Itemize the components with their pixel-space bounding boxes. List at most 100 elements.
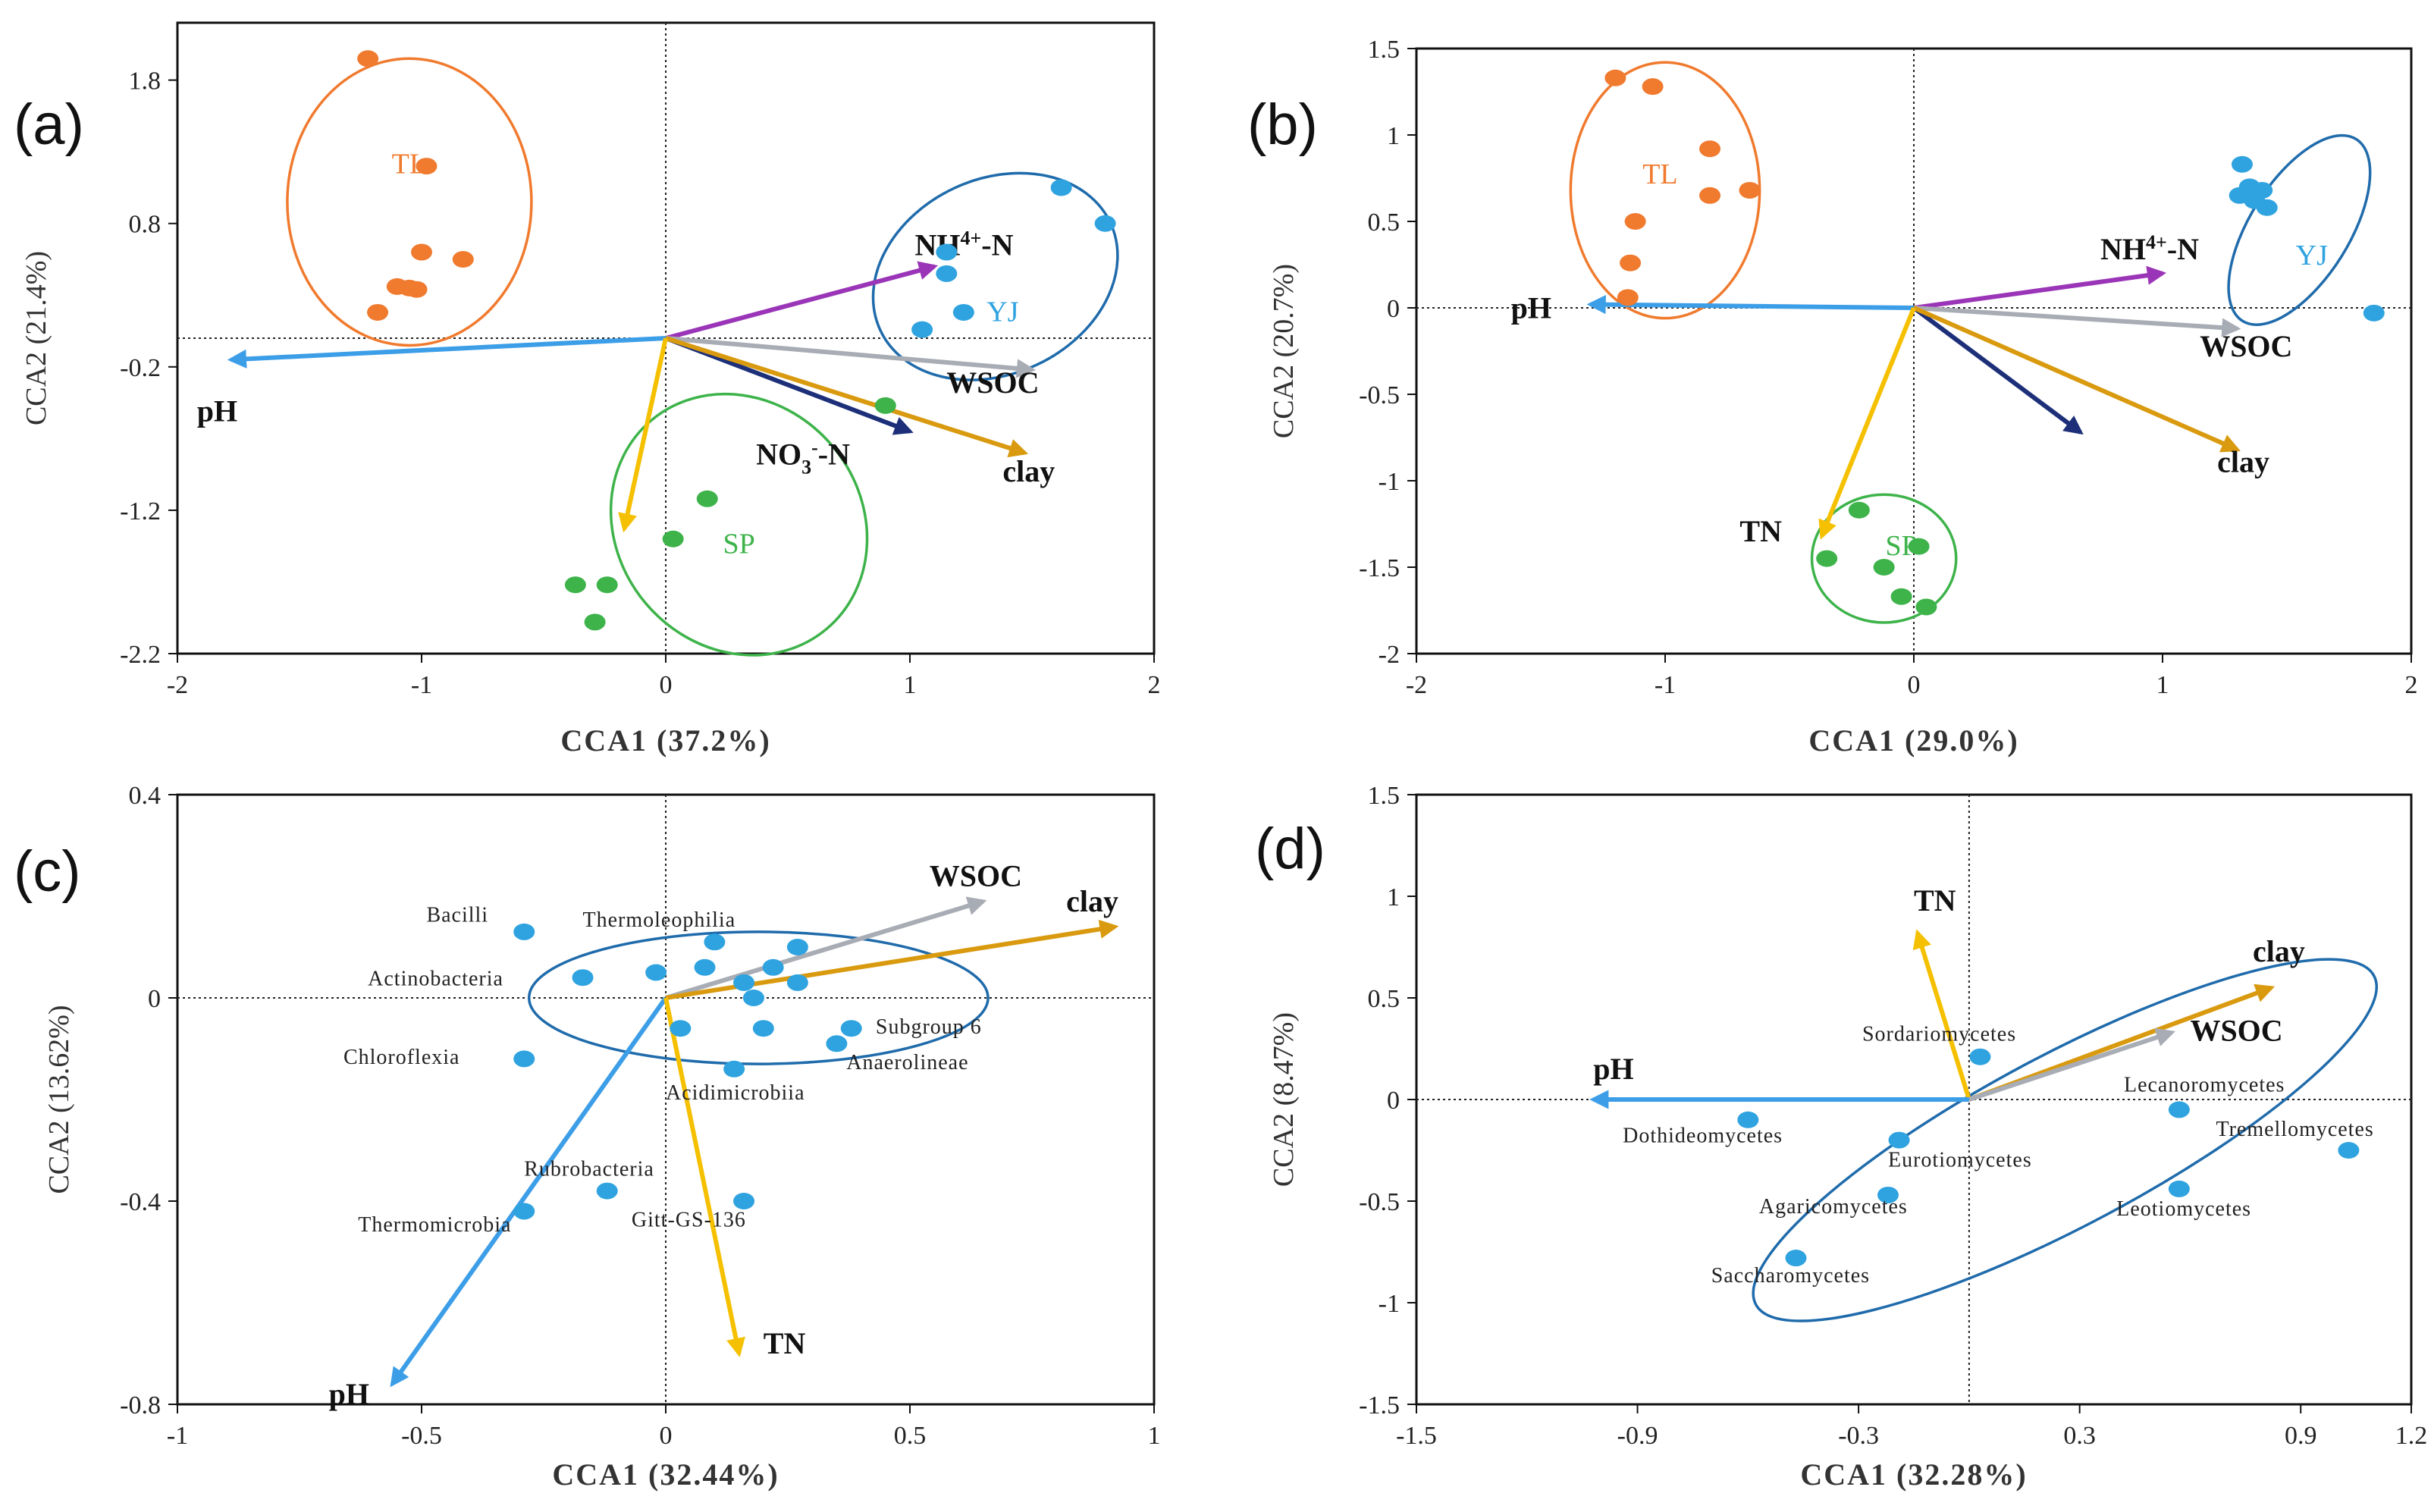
x-tick-label: 0.5 bbox=[894, 1422, 927, 1450]
data-point bbox=[411, 243, 432, 261]
vector-arrow-clay bbox=[665, 919, 1119, 1000]
data-point bbox=[406, 281, 428, 298]
x-tick-label: -0.9 bbox=[1617, 1422, 1658, 1450]
point-label: Thermoleophilia bbox=[583, 908, 736, 932]
x-axis-title: CCA1 (32.44%) bbox=[552, 1457, 779, 1492]
data-point bbox=[752, 1020, 774, 1037]
vector-label: pH bbox=[197, 394, 237, 428]
x-tick-label: 1 bbox=[1148, 1422, 1161, 1450]
y-tick-label: -2 bbox=[1379, 641, 1400, 669]
data-point bbox=[2231, 155, 2253, 173]
data-point bbox=[572, 969, 594, 987]
data-point bbox=[513, 1203, 535, 1220]
data-point bbox=[696, 490, 718, 507]
point-label: Lecanoromycetes bbox=[2124, 1073, 2285, 1096]
point-label: Dothideomycetes bbox=[1623, 1124, 1783, 1147]
y-tick-label: -0.2 bbox=[120, 354, 161, 382]
data-point bbox=[786, 974, 808, 991]
panel-label: (b) bbox=[1247, 93, 1318, 157]
x-tick-label: 0 bbox=[660, 1422, 673, 1450]
vector-label: pH bbox=[329, 1377, 369, 1411]
y-tick-label: 0 bbox=[1387, 295, 1400, 323]
data-point bbox=[1873, 559, 1895, 576]
x-tick-label: -1 bbox=[1655, 671, 1676, 699]
data-point bbox=[1848, 501, 1870, 519]
y-axis-title: CCA2 (8.47%) bbox=[1268, 1012, 1300, 1187]
x-tick-label: 2 bbox=[1148, 671, 1161, 699]
data-point bbox=[723, 1060, 745, 1078]
data-point bbox=[1642, 78, 1664, 96]
data-point bbox=[762, 958, 784, 976]
data-point bbox=[1604, 69, 1626, 86]
data-point bbox=[1890, 588, 1912, 605]
group-label: SP bbox=[1885, 530, 1917, 562]
vector-arrow-nh4-n bbox=[1913, 265, 2166, 310]
vector-label: clay bbox=[2253, 934, 2305, 968]
x-tick-label: 1 bbox=[2156, 671, 2169, 699]
group-ellipse bbox=[286, 57, 533, 347]
vector-arrow-tn bbox=[1818, 306, 1916, 540]
vector-arrow-ph bbox=[390, 996, 668, 1388]
vector-label: pH bbox=[1593, 1052, 1633, 1086]
point-label: Subgroup 6 bbox=[876, 1015, 982, 1039]
y-axis-title: CCA2 (13.62%) bbox=[43, 1005, 75, 1194]
panel-b: -2 -1 0 1 2 1.5 1 0.5 0 -0.5 -1 -1.5 -2 CCA1 (29.0%) C… bbox=[1247, 36, 2418, 758]
y-tick-label: 0 bbox=[148, 985, 161, 1013]
group-ellipse bbox=[1752, 958, 2378, 1322]
data-point bbox=[2168, 1180, 2190, 1197]
y-tick-label: -1.2 bbox=[120, 497, 161, 525]
point-label: Acidimicrobiia bbox=[666, 1081, 805, 1105]
data-point bbox=[1624, 213, 1646, 230]
vector-arrow-nh4-n bbox=[665, 261, 939, 340]
x-tick-label: -2 bbox=[167, 671, 188, 699]
point-label: Chloroflexia bbox=[343, 1046, 460, 1069]
data-point bbox=[357, 50, 379, 67]
point-label: Thermomicrobia bbox=[358, 1213, 511, 1237]
vector-arrow-ph bbox=[1586, 295, 1915, 315]
x-tick-label: -2 bbox=[1406, 671, 1427, 699]
data-point bbox=[1620, 254, 1642, 271]
data-point bbox=[874, 397, 896, 414]
x-tick-label: -0.3 bbox=[1838, 1422, 1879, 1450]
vector-arrow-wsoc bbox=[1968, 1027, 2175, 1102]
vector-arrow-wsoc bbox=[665, 896, 987, 1000]
group-label: YJ bbox=[986, 296, 1018, 328]
data-point bbox=[742, 990, 764, 1006]
y-tick-label: -2.2 bbox=[120, 641, 161, 669]
panel-d: -1.5 -0.9 -0.3 0.3 0.9 1.2 1.5 1 0.5 0 -0.5 -1 -1.5 C… bbox=[1255, 782, 2427, 1492]
data-point bbox=[1969, 1048, 1991, 1065]
vector-arrow-ph bbox=[227, 336, 667, 369]
data-point bbox=[1816, 550, 1838, 567]
data-point bbox=[2338, 1142, 2360, 1159]
y-tick-label: 0.8 bbox=[129, 211, 162, 239]
data-point bbox=[936, 243, 958, 261]
data-point bbox=[840, 1020, 862, 1037]
x-tick-label: -0.5 bbox=[401, 1422, 442, 1450]
point-label: Bacilli bbox=[426, 904, 488, 927]
data-point bbox=[936, 265, 958, 282]
vector-label: NH4+-N bbox=[2100, 231, 2199, 266]
data-point bbox=[367, 303, 389, 321]
y-tick-label: -0.8 bbox=[120, 1391, 161, 1419]
vector-label: pH bbox=[1511, 291, 1551, 325]
x-tick-label: 0 bbox=[660, 671, 673, 699]
x-axis-title: CCA1 (29.0%) bbox=[1808, 723, 2018, 758]
y-tick-label: 1 bbox=[1387, 883, 1400, 911]
point-label: Eurotiomycetes bbox=[1888, 1148, 2032, 1172]
y-tick-label: -1 bbox=[1379, 468, 1400, 496]
x-tick-label: 0.9 bbox=[2285, 1422, 2317, 1450]
vector-label: WSOC bbox=[2200, 329, 2292, 363]
y-tick-label: 0.4 bbox=[129, 782, 162, 810]
vector-label: WSOC bbox=[930, 859, 1022, 893]
y-tick-label: 0.5 bbox=[1368, 985, 1400, 1013]
point-label: Gitt-GS-136 bbox=[632, 1209, 746, 1232]
y-tick-label: 1.5 bbox=[1368, 36, 1400, 64]
y-tick-label: -0.5 bbox=[1359, 381, 1400, 409]
panel-a: -2 -1 0 1 2 1.8 0.8 -0.2 -1.2 -2.2 CCA1 (37.2%) CCA… bbox=[14, 21, 1161, 758]
x-tick-label: 0 bbox=[1908, 671, 1921, 699]
data-point bbox=[1908, 538, 1930, 555]
data-point bbox=[1737, 1111, 1759, 1128]
x-tick-label: -1 bbox=[167, 1422, 188, 1450]
data-point bbox=[662, 530, 684, 547]
